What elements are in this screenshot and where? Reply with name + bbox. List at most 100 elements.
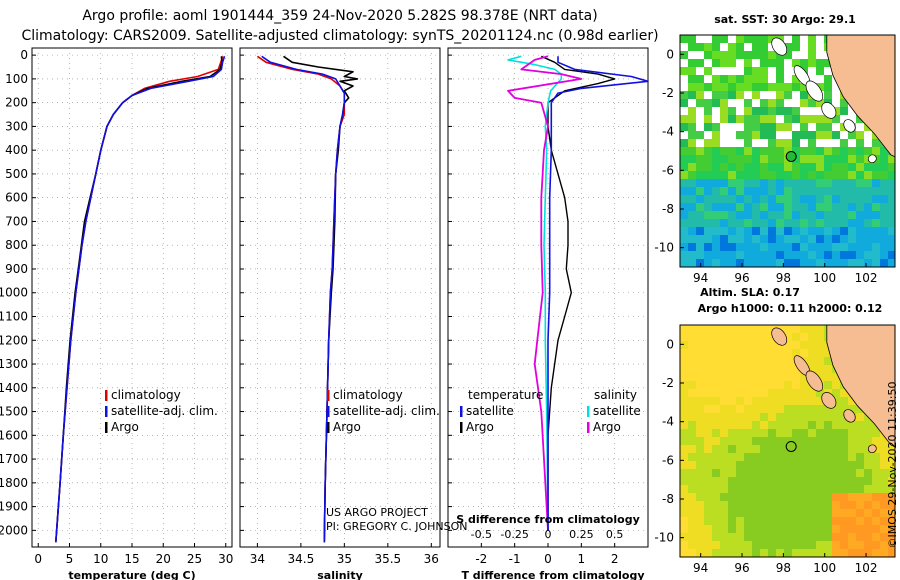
map-cell	[736, 477, 745, 486]
map-cell	[744, 421, 753, 430]
map-cell	[720, 211, 729, 220]
map-cell	[792, 533, 801, 542]
sla-map-title1: Altim. SLA: 0.17	[700, 286, 800, 299]
map-cell	[776, 219, 785, 228]
map-cell	[760, 493, 769, 502]
map-cell	[736, 179, 745, 188]
map-cell	[680, 123, 689, 132]
map-cell	[864, 509, 873, 518]
map-cell	[744, 437, 753, 446]
map-cell	[792, 227, 801, 236]
map-cell	[680, 179, 689, 188]
map-cell	[744, 123, 753, 132]
map-cell	[704, 235, 713, 244]
map-cell	[832, 421, 841, 430]
map-cell	[696, 163, 705, 172]
map-cell	[680, 453, 689, 462]
map-cell	[816, 349, 825, 358]
map-cell	[784, 533, 793, 542]
map-cell	[824, 509, 833, 518]
map-cell	[848, 155, 857, 164]
map-cell	[792, 325, 801, 334]
map-cell	[680, 227, 689, 236]
map-cell	[848, 533, 857, 542]
map-cell	[696, 373, 705, 382]
map-cell	[848, 477, 857, 486]
map-cell	[864, 195, 873, 204]
map-cell	[832, 381, 841, 390]
map-cell	[752, 453, 761, 462]
map-cell	[880, 445, 889, 454]
map-cell	[712, 115, 721, 124]
map-cell	[792, 203, 801, 212]
map-cell	[728, 51, 737, 60]
map-cell	[816, 525, 825, 534]
map-cell	[696, 445, 705, 454]
map-cell	[784, 453, 793, 462]
map-cell	[832, 219, 841, 228]
map-cell	[800, 123, 809, 132]
map-cell	[696, 525, 705, 534]
map-cell	[792, 469, 801, 478]
map-cell	[800, 227, 809, 236]
map-cell	[864, 525, 873, 534]
map-cell	[720, 541, 729, 550]
map-cell	[688, 341, 697, 350]
map-cell	[776, 203, 785, 212]
sst-map: 94 96 98 100 102 0 -2 -4 -6 -8 -10	[654, 34, 896, 285]
map-cell	[760, 139, 769, 148]
map-cell	[752, 203, 761, 212]
map-cell	[744, 147, 753, 156]
island	[821, 102, 837, 119]
map-cell	[744, 389, 753, 398]
map-cell	[824, 83, 833, 92]
map-cell	[704, 243, 713, 252]
map-cell	[848, 501, 857, 510]
map-cell	[840, 549, 849, 557]
map-cell	[840, 461, 849, 470]
map-cell	[816, 43, 825, 52]
map-cell	[808, 445, 817, 454]
map-cell	[736, 251, 745, 260]
map-cell	[680, 203, 689, 212]
map-cell	[704, 123, 713, 132]
map-cell	[832, 429, 841, 438]
series-line-climatology	[55, 56, 224, 543]
map-cell	[784, 35, 793, 44]
map-cell	[680, 51, 689, 60]
legend-swatch	[105, 406, 108, 417]
map-cell	[720, 59, 729, 68]
map-y-tick-label: -10	[654, 531, 674, 545]
map-cell	[832, 115, 841, 124]
map-cell	[776, 139, 785, 148]
map-cell	[704, 107, 713, 116]
map-cell	[728, 453, 737, 462]
map-cell	[768, 357, 777, 366]
x-tick-label: 35.5	[374, 552, 401, 566]
map-cell	[840, 243, 849, 252]
map-cell	[864, 469, 873, 478]
map-cell	[696, 147, 705, 156]
map-cell	[784, 381, 793, 390]
map-cell	[688, 123, 697, 132]
map-cell	[688, 259, 697, 267]
map-cell	[752, 259, 761, 267]
map-cell	[776, 437, 785, 446]
map-cell	[872, 485, 881, 494]
map-cell	[832, 493, 841, 502]
map-cell	[704, 155, 713, 164]
map-cell	[800, 493, 809, 502]
map-cell	[856, 211, 865, 220]
map-cell	[824, 429, 833, 438]
map-cell	[880, 437, 889, 446]
map-cell	[760, 35, 769, 44]
map-cell	[728, 389, 737, 398]
map-cell	[688, 59, 697, 68]
map-cell	[752, 549, 761, 557]
map-cell	[800, 485, 809, 494]
map-cell	[872, 211, 881, 220]
map-cell	[720, 341, 729, 350]
map-cell	[760, 99, 769, 108]
map-cell	[704, 389, 713, 398]
map-cell	[696, 381, 705, 390]
